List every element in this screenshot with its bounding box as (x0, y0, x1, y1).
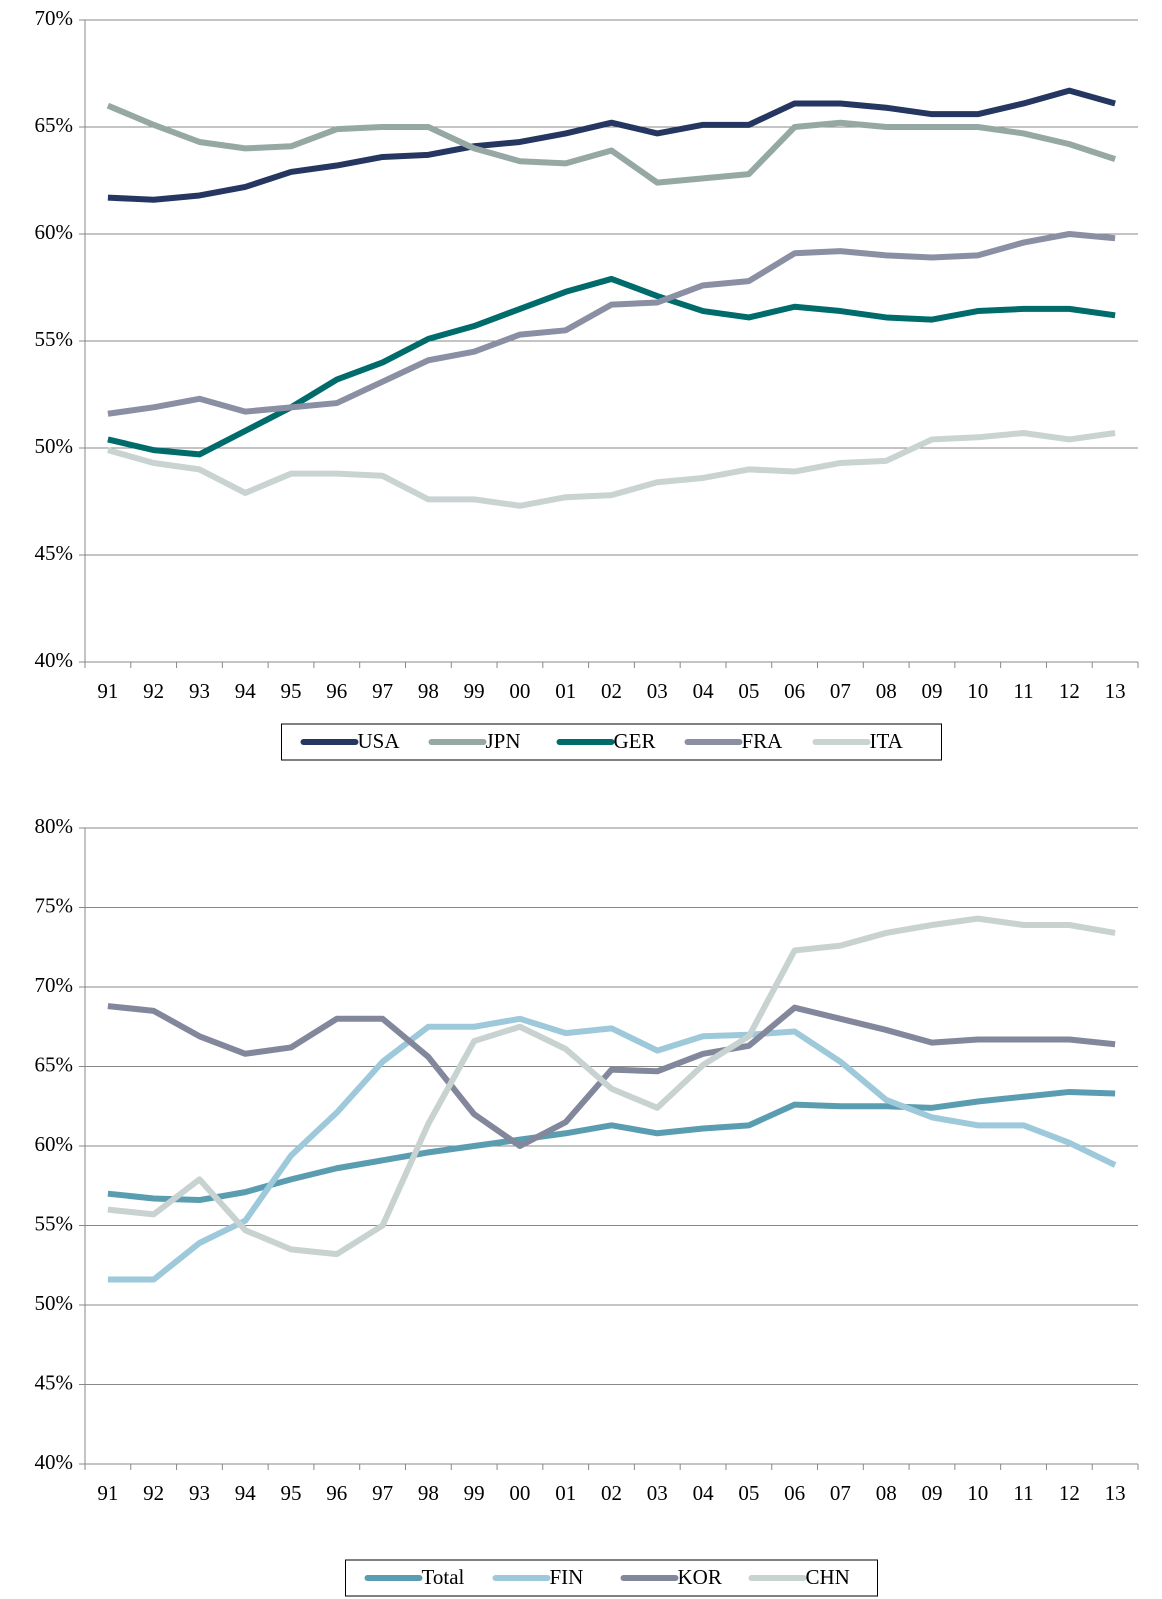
x-tick-label: 01 (555, 1481, 576, 1505)
x-tick-label: 96 (326, 679, 347, 703)
y-tick-label: 50% (35, 1291, 74, 1315)
x-tick-label: 93 (189, 679, 210, 703)
x-tick-label: 03 (647, 679, 668, 703)
x-tick-label: 93 (189, 1481, 210, 1505)
x-tick-label: 12 (1059, 679, 1080, 703)
legend-label: KOR (678, 1565, 722, 1589)
y-tick-label: 40% (35, 648, 74, 672)
x-tick-label: 95 (281, 1481, 302, 1505)
x-tick-label: 98 (418, 1481, 439, 1505)
series-line (106, 102, 1117, 186)
x-tick-label: 02 (601, 679, 622, 703)
y-tick-label: 80% (35, 814, 74, 838)
legend-label: JPN (486, 729, 521, 753)
series-line (107, 1015, 1117, 1283)
x-tick-label: 96 (326, 1481, 347, 1505)
x-tick-label: 02 (601, 1481, 622, 1505)
x-tick-label: 04 (693, 679, 715, 703)
y-tick-label: 70% (35, 6, 74, 30)
legend-label: USA (358, 729, 401, 753)
x-tick-label: 95 (281, 679, 302, 703)
y-tick-label: 75% (35, 893, 74, 917)
y-tick-label: 55% (35, 327, 74, 351)
y-tick-label: 60% (35, 220, 74, 244)
x-tick-label: 13 (1105, 1481, 1126, 1505)
y-tick-label: 55% (35, 1211, 74, 1235)
legend-label: FRA (742, 729, 784, 753)
series-line (107, 87, 1116, 203)
y-tick-label: 50% (35, 434, 74, 458)
series-line (107, 231, 1116, 417)
y-tick-label: 65% (35, 113, 74, 137)
series-line (107, 275, 1116, 458)
legend-box (345, 1559, 878, 1597)
x-tick-label: 06 (784, 679, 805, 703)
x-tick-label: 03 (647, 1481, 668, 1505)
x-tick-label: 01 (555, 679, 576, 703)
series-line (107, 1003, 1116, 1149)
x-tick-label: 00 (509, 1481, 530, 1505)
x-tick-label: 94 (235, 1481, 257, 1505)
y-tick-label: 70% (35, 973, 74, 997)
x-tick-label: 91 (97, 679, 118, 703)
legend-label: FIN (550, 1565, 584, 1589)
legend-label: ITA (870, 729, 904, 753)
x-tick-label: 99 (464, 679, 485, 703)
x-tick-label: 07 (830, 1481, 851, 1505)
series-line (107, 430, 1116, 509)
x-tick-label: 00 (509, 679, 530, 703)
x-tick-label: 92 (143, 1481, 164, 1505)
x-tick-label: 11 (1013, 1481, 1033, 1505)
x-tick-label: 09 (921, 679, 942, 703)
x-tick-label: 04 (693, 1481, 715, 1505)
legend-label: Total (422, 1565, 465, 1589)
x-tick-label: 94 (235, 679, 257, 703)
x-tick-label: 08 (876, 679, 897, 703)
x-tick-label: 12 (1059, 1481, 1080, 1505)
series-line (107, 915, 1116, 1258)
y-tick-label: 45% (35, 541, 74, 565)
x-tick-label: 91 (97, 1481, 118, 1505)
x-tick-label: 97 (372, 679, 393, 703)
x-tick-label: 05 (738, 679, 759, 703)
legend-label: CHN (806, 1565, 850, 1589)
y-tick-label: 45% (35, 1370, 74, 1394)
x-tick-label: 10 (967, 1481, 988, 1505)
y-tick-label: 65% (35, 1052, 74, 1076)
x-tick-label: 06 (784, 1481, 805, 1505)
x-tick-label: 08 (876, 1481, 897, 1505)
x-tick-label: 11 (1013, 679, 1033, 703)
x-tick-label: 07 (830, 679, 851, 703)
series-line (107, 1088, 1116, 1204)
x-tick-label: 13 (1105, 679, 1126, 703)
x-tick-label: 09 (921, 1481, 942, 1505)
y-tick-label: 60% (35, 1132, 74, 1156)
x-tick-label: 05 (738, 1481, 759, 1505)
x-tick-label: 92 (143, 679, 164, 703)
x-tick-label: 98 (418, 679, 439, 703)
legend-label: GER (614, 729, 656, 753)
x-tick-label: 97 (372, 1481, 393, 1505)
x-tick-label: 10 (967, 679, 988, 703)
x-tick-label: 99 (464, 1481, 485, 1505)
y-tick-label: 40% (35, 1450, 74, 1474)
